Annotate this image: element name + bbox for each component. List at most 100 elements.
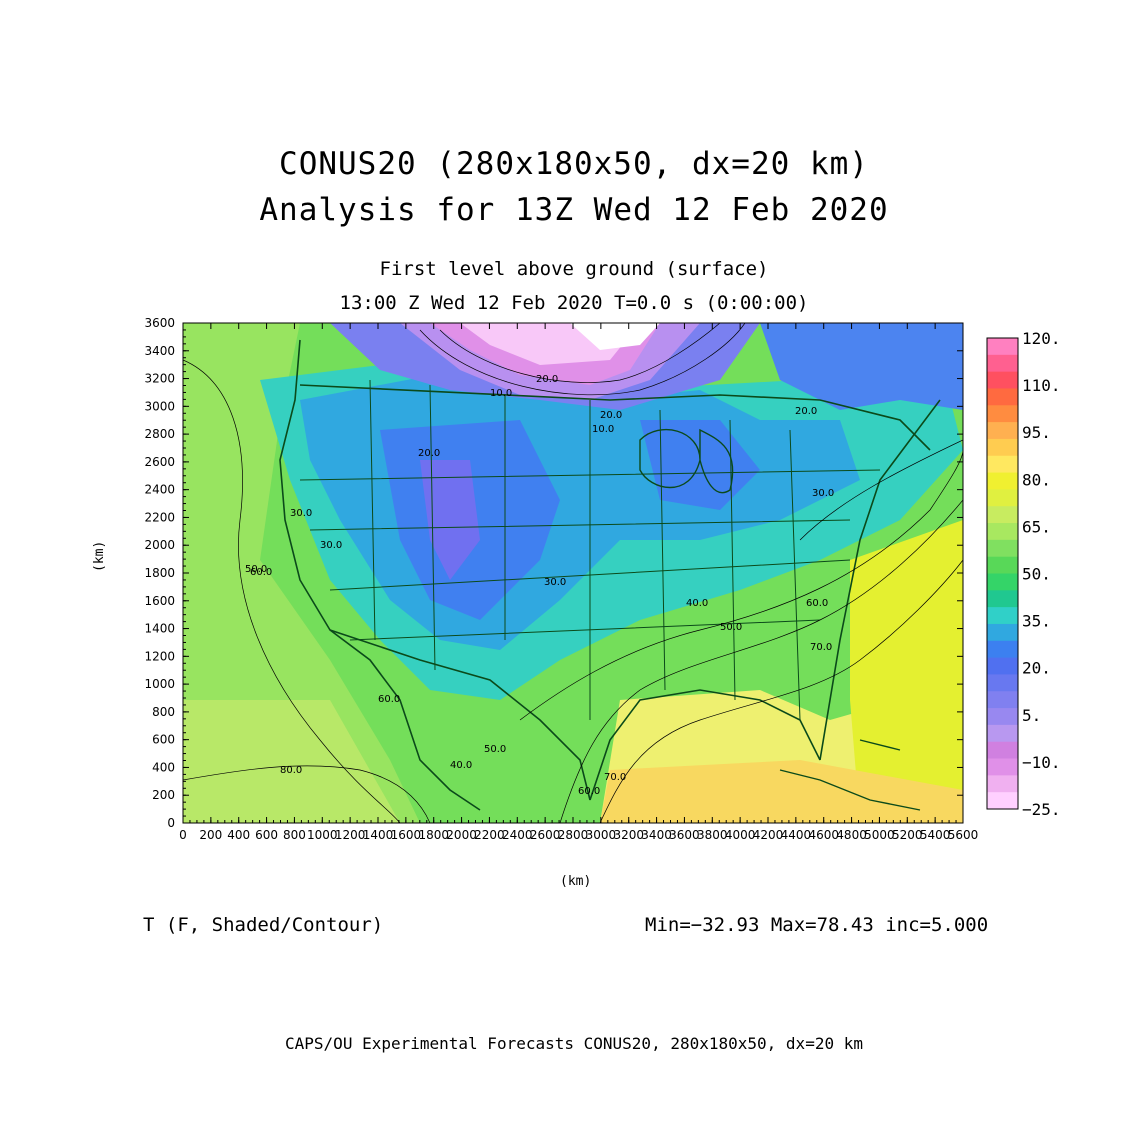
y-tick-label: 600: [152, 733, 175, 747]
contour-line: [599, 559, 963, 823]
state-lines-horizontal: [299, 469, 881, 641]
y-tick-label: 3000: [144, 399, 175, 413]
colorbar-label: 110.: [1022, 376, 1061, 395]
contour-lines: [183, 323, 963, 823]
field-cold-pocket: [420, 460, 480, 580]
x-tick-label: 3200: [613, 828, 644, 842]
colorbar-swatch: [987, 422, 1018, 440]
contour-label: 20.0: [600, 410, 622, 421]
y-tick-label: 3200: [144, 372, 175, 386]
contour-label: 20.0: [418, 448, 440, 459]
colorbar-swatch: [987, 472, 1018, 490]
contour-line: [799, 439, 963, 541]
colorbar-frame: [986, 337, 1019, 810]
colorbar-swatch: [987, 354, 1018, 373]
contour-label: 30.0: [544, 577, 566, 588]
x-tick-label: 4400: [781, 828, 812, 842]
contour-label: 60.0: [578, 786, 600, 797]
x-tick-label: 4600: [808, 828, 839, 842]
x-tick-label: 5200: [892, 828, 923, 842]
colorbar-swatch: [987, 775, 1018, 793]
contour-label: 20.0: [795, 406, 817, 417]
contour-label: 30.0: [812, 488, 834, 499]
y-axis: 0 200 400 600 800 1000 1200 1400 1600 1800 2000 220…: [144, 316, 963, 830]
colorbar-swatch: [987, 758, 1018, 776]
colorbar-label: 50.: [1022, 565, 1051, 584]
x-tick-label: 1000: [307, 828, 338, 842]
colorbar-swatch: [987, 455, 1018, 474]
colorbar-swatch: [987, 556, 1018, 574]
x-tick-label: 1800: [418, 828, 449, 842]
contour-label: 80.0: [280, 765, 302, 776]
x-tick-label: 3800: [697, 828, 728, 842]
x-tick-label: 5400: [920, 828, 951, 842]
x-tick-label: 2200: [474, 828, 505, 842]
y-tick-label: 1800: [144, 566, 175, 580]
y-tick-label: 2400: [144, 483, 175, 497]
contour-label: 50.0: [720, 622, 742, 633]
colorbar-swatch: [987, 691, 1018, 709]
colorbar-swatch: [987, 539, 1018, 558]
x-tick-label: 5600: [948, 828, 979, 842]
colorbar-swatch: [987, 590, 1018, 608]
min-max-stats: Min=−32.93 Max=78.43 inc=5.000: [645, 914, 989, 936]
colorbar-swatch: [987, 708, 1018, 726]
contour-line: [439, 323, 721, 383]
y-tick-label: 2600: [144, 455, 175, 469]
x-tick-label: 0: [179, 828, 187, 842]
footer-caption: CAPS/OU Experimental Forecasts CONUS20, …: [285, 1034, 863, 1053]
x-tick-label: 400: [227, 828, 250, 842]
y-tick-label: 2200: [144, 510, 175, 524]
plot-title-line1: CONUS20 (280x180x50, dx=20 km): [279, 146, 869, 182]
plot-subtitle-line1: First level above ground (surface): [379, 258, 769, 280]
contour-label: 30.0: [290, 508, 312, 519]
field-caribbean: [600, 760, 963, 823]
x-tick-label: 1200: [335, 828, 366, 842]
plot-title-line2: Analysis for 13Z Wed 12 Feb 2020: [259, 192, 889, 228]
colorbar-swatch: [987, 388, 1018, 406]
variable-label: T (F, Shaded/Contour): [143, 914, 384, 936]
contour-label: 30.0: [320, 540, 342, 551]
colorbar-swatch: [987, 674, 1018, 692]
colorbar-label: 95.: [1022, 423, 1051, 442]
colorbar-swatch: [987, 623, 1018, 642]
x-tick-label: 2000: [446, 828, 477, 842]
colorbar-swatch: [987, 438, 1018, 457]
colorbar-swatch: [987, 489, 1018, 507]
colorbar: 120. 110. 95. 80. 65. 50. 35. 20. 5. −10. −25.: [986, 329, 1061, 819]
contour-line: [183, 765, 431, 823]
field-atlantic: [850, 520, 963, 823]
x-tick-label: 1600: [391, 828, 422, 842]
field-northeast: [760, 323, 963, 410]
y-tick-label: 400: [152, 760, 175, 774]
colorbar-label: 20.: [1022, 659, 1051, 678]
x-axis-label: (km): [560, 874, 592, 889]
contour-line: [419, 323, 746, 396]
colorbar-swatch: [987, 741, 1018, 760]
y-tick-label: 1200: [144, 649, 175, 663]
x-tick-label: 600: [255, 828, 278, 842]
x-tick-label: 5000: [864, 828, 895, 842]
x-tick-label: 3000: [586, 828, 617, 842]
colorbar-swatch: [987, 573, 1018, 591]
colorbar-swatch: [987, 607, 1018, 625]
x-tick-label: 4000: [725, 828, 756, 842]
x-tick-label: 4200: [753, 828, 784, 842]
x-tick-label: 2400: [502, 828, 533, 842]
caribbean-islands: [779, 739, 921, 811]
contour-label: 20.0: [536, 374, 558, 385]
y-tick-label: 1600: [144, 594, 175, 608]
contour-label: 50.0: [484, 744, 506, 755]
y-tick-label: 1000: [144, 677, 175, 691]
colorbar-swatch: [987, 724, 1018, 743]
x-tick-label: 1400: [363, 828, 394, 842]
colorbar-swatch: [987, 640, 1018, 659]
colorbar-label: 5.: [1022, 706, 1041, 725]
contour-label: 70.0: [810, 642, 832, 653]
field-pacific-south: [183, 700, 400, 823]
contour-label: 60.0: [378, 694, 400, 705]
y-tick-label: 3600: [144, 316, 175, 330]
contour-label: 10.0: [490, 388, 512, 399]
colorbar-label: −10.: [1022, 753, 1061, 772]
